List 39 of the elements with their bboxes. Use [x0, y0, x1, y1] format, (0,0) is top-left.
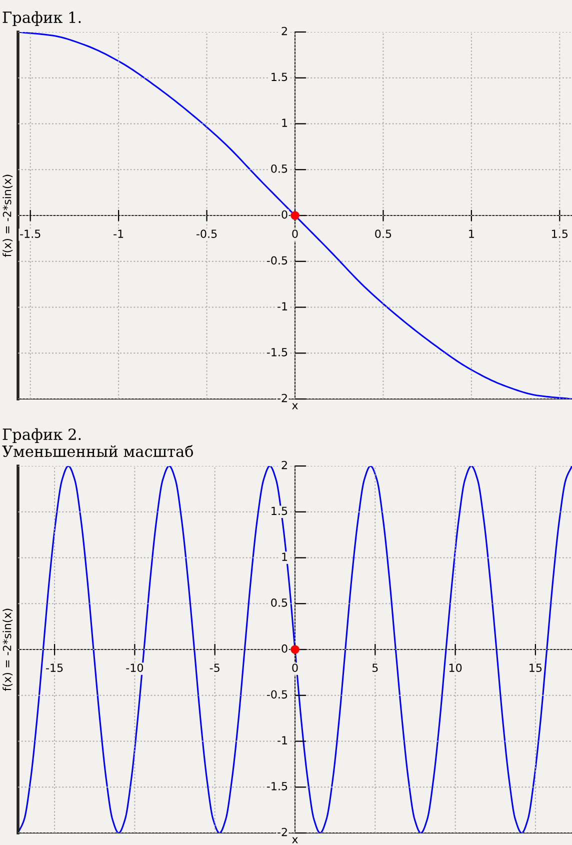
y-tick-label: 0	[282, 644, 288, 653]
y-tick-label: -0.5	[266, 256, 288, 265]
y-axis-title: f(x) = -2*sin(x)	[2, 174, 13, 257]
y-tick-label: 2	[282, 460, 287, 470]
y-tick-label: -1	[278, 736, 288, 744]
chart-title: График 1.	[2, 11, 81, 26]
y-tick-label: -1.5	[266, 782, 288, 790]
y-tick-label: 1	[282, 118, 288, 127]
y-axis-title: f(x) = -2*sin(x)	[2, 608, 13, 691]
x-tick-label: -1	[114, 230, 124, 238]
x-axis-title: x	[292, 403, 298, 410]
x-tick-label: -10	[126, 664, 144, 672]
x-tick-label: -1.5	[20, 230, 40, 238]
y-tick-label: -0.5	[266, 690, 288, 699]
x-tick-label: 1	[469, 230, 474, 238]
y-tick-label: 1	[282, 552, 288, 561]
y-tick-label: -2	[278, 828, 287, 836]
y-tick-label: -1.5	[266, 348, 288, 356]
x-axis-title: x	[292, 837, 298, 844]
x-tick-label: -0.5	[196, 230, 217, 238]
x-tick-label: -15	[46, 664, 63, 672]
y-tick-label: -1	[278, 302, 288, 310]
x-tick-label: 0	[292, 664, 298, 672]
x-tick-label: -5	[210, 664, 220, 672]
y-tick-label: -2	[278, 394, 287, 402]
x-tick-label: 0	[292, 230, 298, 238]
chart-title: График 2.	[2, 428, 81, 443]
y-tick-label: 0	[282, 210, 288, 219]
x-tick-label: 0.5	[375, 230, 392, 238]
x-tick-label: 5	[372, 664, 378, 672]
y-tick-label: 1.5	[272, 506, 288, 516]
chart-subtitle: Уменьшенный масштаб	[2, 444, 194, 458]
y-tick-label: 0.5	[271, 164, 288, 173]
x-tick-label: 10	[449, 664, 462, 672]
y-tick-label: 1.5	[272, 72, 288, 82]
y-tick-label: 0.5	[271, 598, 288, 607]
x-tick-label: 15	[530, 664, 542, 672]
y-tick-label: 2	[282, 26, 287, 36]
x-tick-label: 1.5	[552, 230, 568, 238]
